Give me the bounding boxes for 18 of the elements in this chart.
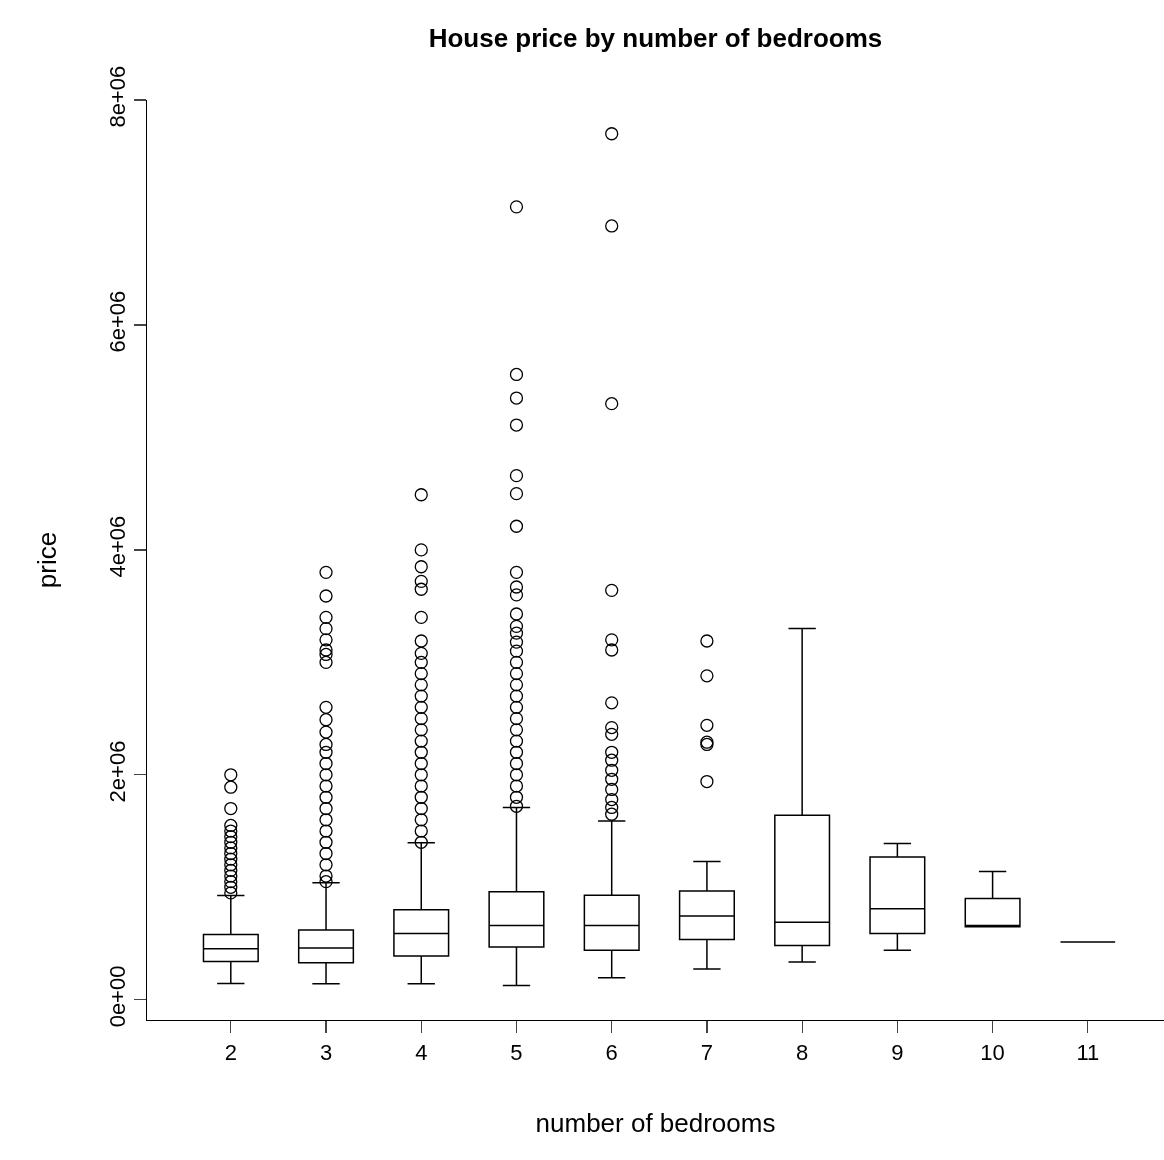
y-axis-title: price xyxy=(32,531,63,589)
x-tick-label: 11 xyxy=(1076,1039,1100,1065)
y-tick-label: 2e+06 xyxy=(104,740,130,803)
x-tick-label: 4 xyxy=(415,1039,428,1065)
x-tick-label: 8 xyxy=(796,1039,809,1065)
x-tick-label: 7 xyxy=(700,1039,714,1065)
x-tick-label: 10 xyxy=(980,1039,1005,1065)
x-tick-label: 3 xyxy=(319,1039,333,1065)
y-tick-label: 6e+06 xyxy=(104,290,130,353)
y-tick-label: 0e+00 xyxy=(104,965,130,1028)
y-tick-label: 8e+06 xyxy=(104,65,130,128)
x-tick-label: 6 xyxy=(605,1039,618,1065)
x-tick-label: 2 xyxy=(224,1039,237,1065)
x-tick-label: 5 xyxy=(510,1039,523,1065)
x-tick-label: 9 xyxy=(891,1039,904,1065)
y-tick-label: 4e+06 xyxy=(104,515,130,578)
x-axis-title: number of bedrooms xyxy=(535,1108,776,1139)
chart-title: House price by number of bedrooms xyxy=(428,23,883,54)
